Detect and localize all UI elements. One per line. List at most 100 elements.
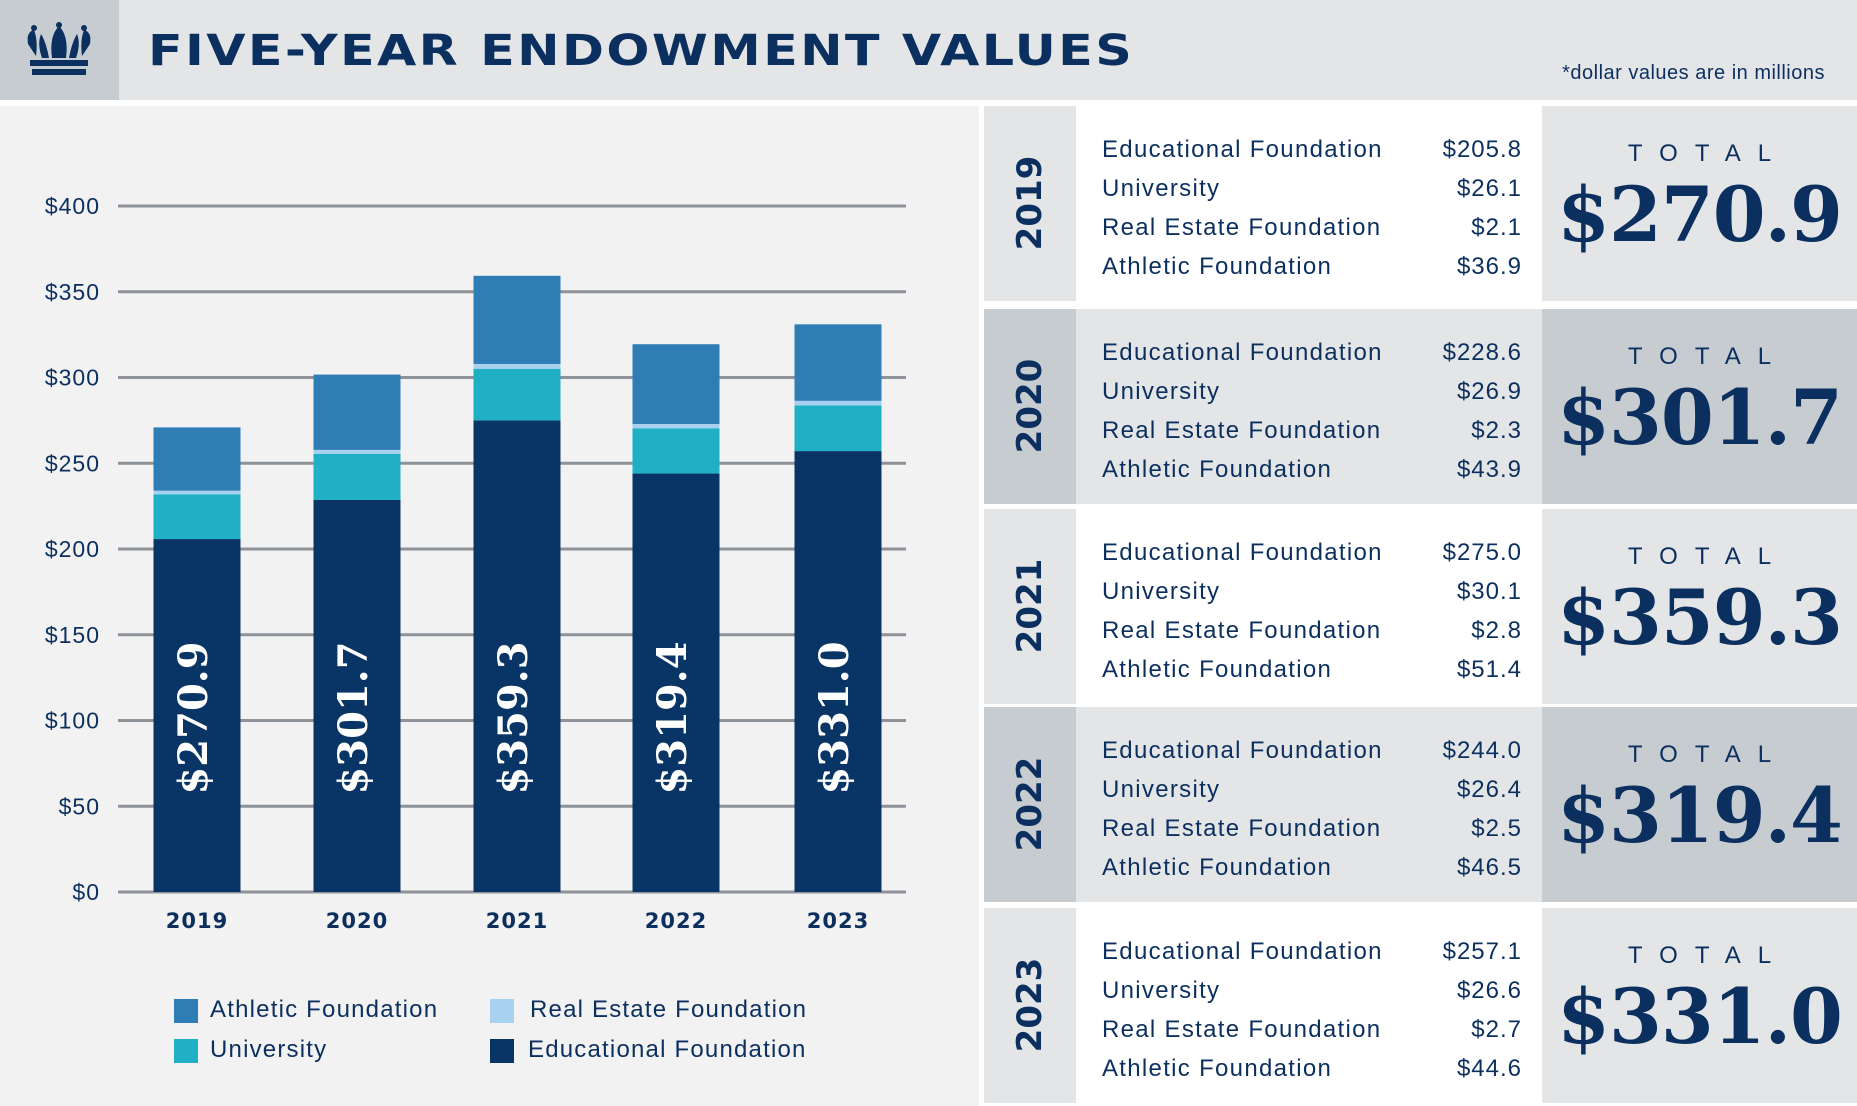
bar-segment [632, 344, 720, 424]
page-title: FIVE-YEAR ENDOWMENT VALUES [148, 26, 1135, 76]
bar-segment [153, 490, 241, 495]
source-value: $30.1 [1456, 578, 1522, 605]
total-cell: TOTAL $331.0 [1542, 908, 1857, 1103]
logo-box [0, 0, 119, 100]
source-value: $46.5 [1456, 854, 1522, 881]
total-label: TOTAL [1627, 343, 1789, 370]
y-tick-label: $250 [45, 450, 100, 476]
source-value: $2.5 [1471, 815, 1522, 842]
detail-cell: Educational Foundation $244.0 University $2… [1076, 707, 1542, 902]
total-cell: TOTAL $270.9 [1542, 106, 1857, 301]
year-label: 2020 [1010, 358, 1050, 454]
x-tick-label: 2022 [645, 909, 707, 933]
y-tick-label: $200 [45, 536, 100, 562]
bar-segment [632, 428, 720, 474]
header-bar: FIVE-YEAR ENDOWMENT VALUES *dollar value… [0, 0, 1857, 100]
year-cell: 2019 [984, 106, 1076, 301]
bar-segment [313, 449, 401, 454]
source-label: University [1102, 977, 1221, 1004]
source-label: Athletic Foundation [1102, 1055, 1333, 1082]
total-value: $301.7 [1557, 373, 1843, 462]
bar-segment [313, 499, 401, 892]
total-cell: TOTAL $319.4 [1542, 707, 1857, 902]
detail-cell: Educational Foundation $257.1 University $2… [1076, 908, 1542, 1103]
source-value: $36.9 [1456, 253, 1522, 280]
source-label: Educational Foundation [1102, 737, 1383, 764]
bar-segment [794, 400, 882, 406]
y-tick-label: $150 [45, 622, 100, 648]
source-label: Athletic Foundation [1102, 456, 1333, 483]
source-value: $205.8 [1442, 136, 1522, 163]
total-label: TOTAL [1627, 942, 1789, 969]
bar-segment [153, 539, 241, 892]
source-value: $26.6 [1456, 977, 1522, 1004]
year-cell: 2020 [984, 309, 1076, 504]
source-value: $2.7 [1471, 1016, 1522, 1043]
legend-label-real-estate: Real Estate Foundation [530, 996, 808, 1023]
x-tick-label: 2020 [326, 909, 388, 933]
bar-segment [473, 368, 561, 421]
table-row: 2022 Educational Foundation $244.0 Universi… [984, 707, 1857, 902]
total-label: TOTAL [1627, 741, 1789, 768]
source-label: University [1102, 776, 1221, 803]
table-row: 2023 Educational Foundation $257.1 Universi… [984, 908, 1857, 1103]
bar-total-label: $270.9 [170, 641, 217, 794]
table-row: 2019 Educational Foundation $205.8 Universi… [984, 106, 1857, 301]
detail-cell: Educational Foundation $205.8 University $2… [1076, 106, 1542, 301]
bar-segment [153, 494, 241, 540]
bar-segment [794, 451, 882, 892]
x-tick-label: 2019 [166, 909, 228, 933]
year-cell: 2023 [984, 908, 1076, 1103]
bar-segment [313, 453, 401, 500]
source-label: Real Estate Foundation [1102, 617, 1382, 644]
source-label: Athletic Foundation [1102, 253, 1333, 280]
bar-total-label: $331.0 [811, 641, 858, 794]
source-label: University [1102, 175, 1221, 202]
source-label: Real Estate Foundation [1102, 214, 1382, 241]
source-value: $257.1 [1442, 938, 1522, 965]
legend-swatch-athletic [174, 999, 198, 1023]
legend-swatch-educational [490, 1039, 514, 1063]
y-tick-label: $300 [45, 365, 100, 391]
bar-segment [632, 423, 720, 429]
year-label: 2023 [1010, 957, 1050, 1053]
source-value: $26.1 [1456, 175, 1522, 202]
total-label: TOTAL [1627, 543, 1789, 570]
source-value: $228.6 [1442, 339, 1522, 366]
source-label: Educational Foundation [1102, 938, 1383, 965]
source-label: Athletic Foundation [1102, 656, 1333, 683]
source-value: $2.3 [1471, 417, 1522, 444]
bar-segment [473, 275, 561, 364]
source-label: Educational Foundation [1102, 339, 1383, 366]
source-label: Athletic Foundation [1102, 854, 1333, 881]
total-value: $319.4 [1557, 771, 1843, 860]
year-cell: 2022 [984, 707, 1076, 902]
total-value: $270.9 [1557, 170, 1843, 259]
source-label: Real Estate Foundation [1102, 1016, 1382, 1043]
source-label: Real Estate Foundation [1102, 417, 1382, 444]
y-tick-label: $100 [45, 708, 100, 734]
year-cell: 2021 [984, 509, 1076, 704]
y-tick-label: $350 [45, 279, 100, 305]
source-value: $244.0 [1442, 737, 1522, 764]
y-tick-label: $0 [72, 879, 100, 905]
bar-segment [794, 405, 882, 452]
legend-label-athletic: Athletic Foundation [210, 996, 439, 1023]
detail-cell: Educational Foundation $275.0 University $3… [1076, 509, 1542, 704]
source-value: $43.9 [1456, 456, 1522, 483]
source-label: University [1102, 578, 1221, 605]
source-value: $26.9 [1456, 378, 1522, 405]
bar-segment [313, 374, 401, 450]
source-value: $51.4 [1456, 656, 1522, 683]
x-tick-label: 2021 [486, 909, 548, 933]
crown-icon [27, 22, 91, 75]
bar-total-label: $301.7 [330, 641, 377, 794]
total-cell: TOTAL $301.7 [1542, 309, 1857, 504]
legend-swatch-university [174, 1039, 198, 1063]
source-label: Educational Foundation [1102, 539, 1383, 566]
source-label: University [1102, 378, 1221, 405]
source-value: $44.6 [1456, 1055, 1522, 1082]
year-label: 2022 [1010, 756, 1050, 852]
legend-label-educational: Educational Foundation [528, 1036, 807, 1063]
stacked-bar-chart: $0 $50 $100 $150 $200 $250 $300 $350 $400 2019 $27… [45, 193, 906, 933]
